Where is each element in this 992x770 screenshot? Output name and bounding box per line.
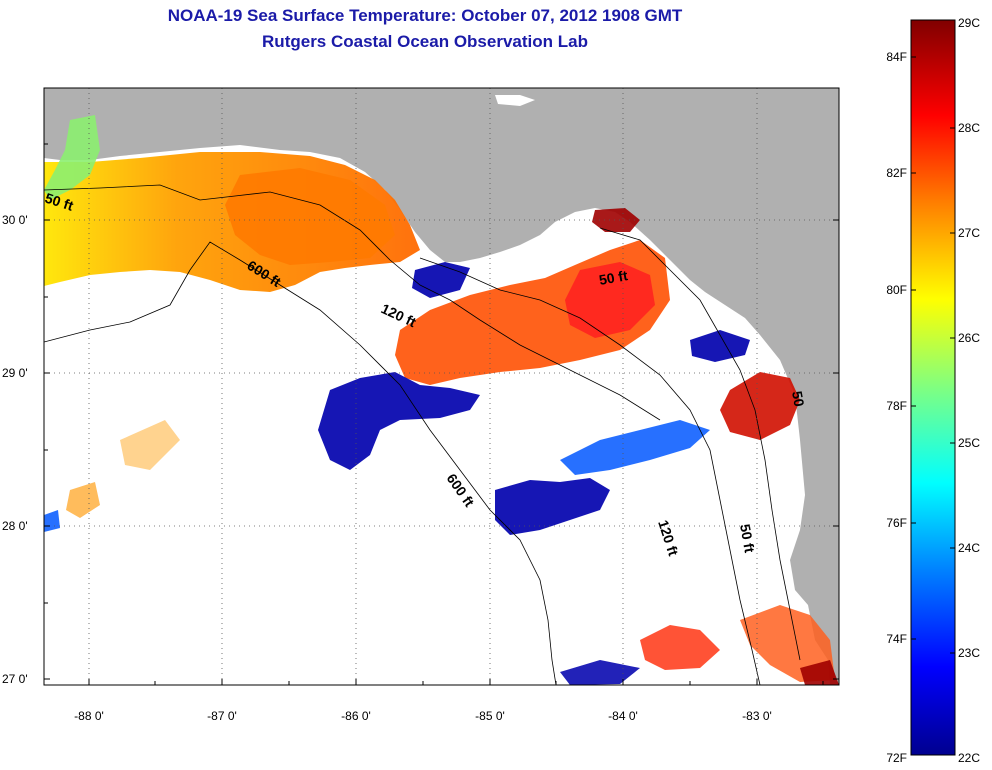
hot-patch-east <box>720 372 800 440</box>
depth-contours <box>44 184 801 685</box>
colorbar-celsius-label: 29C <box>958 16 980 30</box>
colorbar-ticks <box>911 56 955 654</box>
warm-speckle-mid <box>120 420 180 470</box>
cold-water-front <box>318 372 480 470</box>
colorbar-celsius-label: 25C <box>958 436 980 450</box>
colorbar-celsius-label: 28C <box>958 121 980 135</box>
colorbar-fahrenheit-label: 80F <box>886 283 907 297</box>
colorbar-celsius-label: 26C <box>958 331 980 345</box>
colorbar-celsius-label: 24C <box>958 541 980 555</box>
hot-patch <box>565 262 655 338</box>
lon-label: -87 0' <box>207 709 237 723</box>
cool-nearshore-patch <box>44 115 100 200</box>
warm-patch-southeast <box>740 605 835 682</box>
hot-patch-north <box>592 208 640 232</box>
colorbar-fahrenheit-label: 72F <box>886 751 907 765</box>
axis-ticks <box>44 143 839 685</box>
lat-label: 29 0' <box>2 366 28 380</box>
warm-speckle-west <box>66 482 100 518</box>
colorbar-fahrenheit-label: 78F <box>886 399 907 413</box>
map-title: NOAA-19 Sea Surface Temperature: October… <box>167 6 683 25</box>
lon-label: -84 0' <box>608 709 638 723</box>
colorbar-celsius-label: 27C <box>958 226 980 240</box>
lat-label: 28 0' <box>2 519 28 533</box>
lat-label: 30 0' <box>2 213 28 227</box>
colorbar-fahrenheit-label: 76F <box>886 516 907 530</box>
colorbar-fahrenheit-label: 84F <box>886 50 907 64</box>
cold-patch-south <box>560 660 640 685</box>
colorbar-celsius-label: 22C <box>958 751 980 765</box>
plot-frame <box>43 87 840 686</box>
cold-water-east <box>690 330 750 362</box>
land-patch <box>495 95 535 106</box>
contour-label: 50 ft <box>737 523 758 554</box>
contour-label: 50 <box>789 390 807 408</box>
cold-water-patch <box>495 478 610 535</box>
cold-water-north <box>412 262 470 298</box>
lon-label: -85 0' <box>475 709 505 723</box>
hot-patch-southeast <box>800 660 839 685</box>
lat-label: 27 0' <box>2 672 28 686</box>
map-subtitle: Rutgers Coastal Ocean Observation Lab <box>262 32 588 51</box>
colorbar-fahrenheit-label: 82F <box>886 166 907 180</box>
contour-label: 50 ft <box>598 267 629 288</box>
colorbar <box>910 19 956 756</box>
warm-patch-south <box>640 625 720 670</box>
cool-water-band <box>560 420 710 475</box>
lon-label: -83 0' <box>742 709 772 723</box>
lon-label: -88 0' <box>74 709 104 723</box>
land-mass <box>44 88 839 685</box>
colorbar-fahrenheit-label: 74F <box>886 632 907 646</box>
lon-label: -86 0' <box>341 709 371 723</box>
colorbar-celsius-label: 23C <box>958 646 980 660</box>
